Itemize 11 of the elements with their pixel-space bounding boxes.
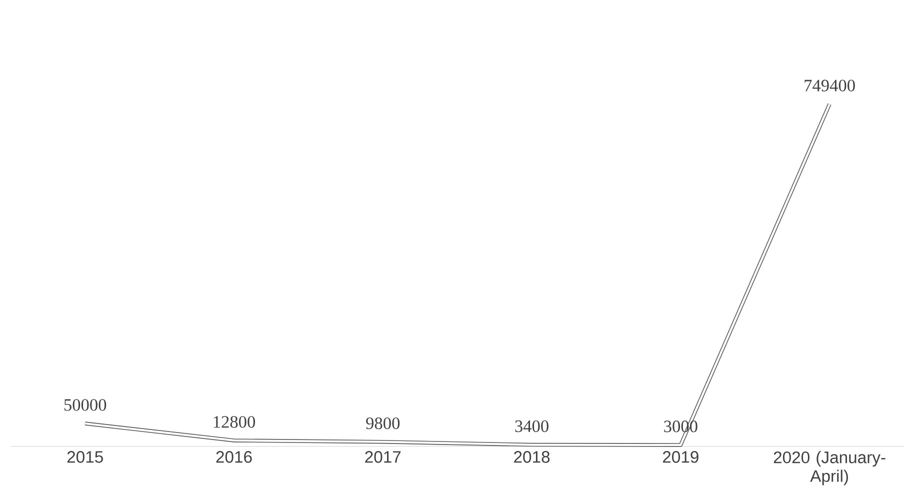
data-label: 749400 (804, 80, 855, 92)
x-tick-label: 2019 (662, 451, 698, 463)
x-tick-label: 2016 (216, 451, 252, 463)
x-tick-label: 2017 (365, 451, 401, 463)
x-tick-label: 2015 (67, 451, 103, 463)
data-label: 3400 (515, 420, 548, 432)
data-label: 9800 (366, 417, 400, 430)
data-label: 12800 (214, 416, 256, 428)
x-tick-label: 2020 (January-April) (774, 451, 886, 486)
x-tick-label: 2018 (514, 451, 550, 463)
data-label: 50000 (64, 399, 106, 411)
